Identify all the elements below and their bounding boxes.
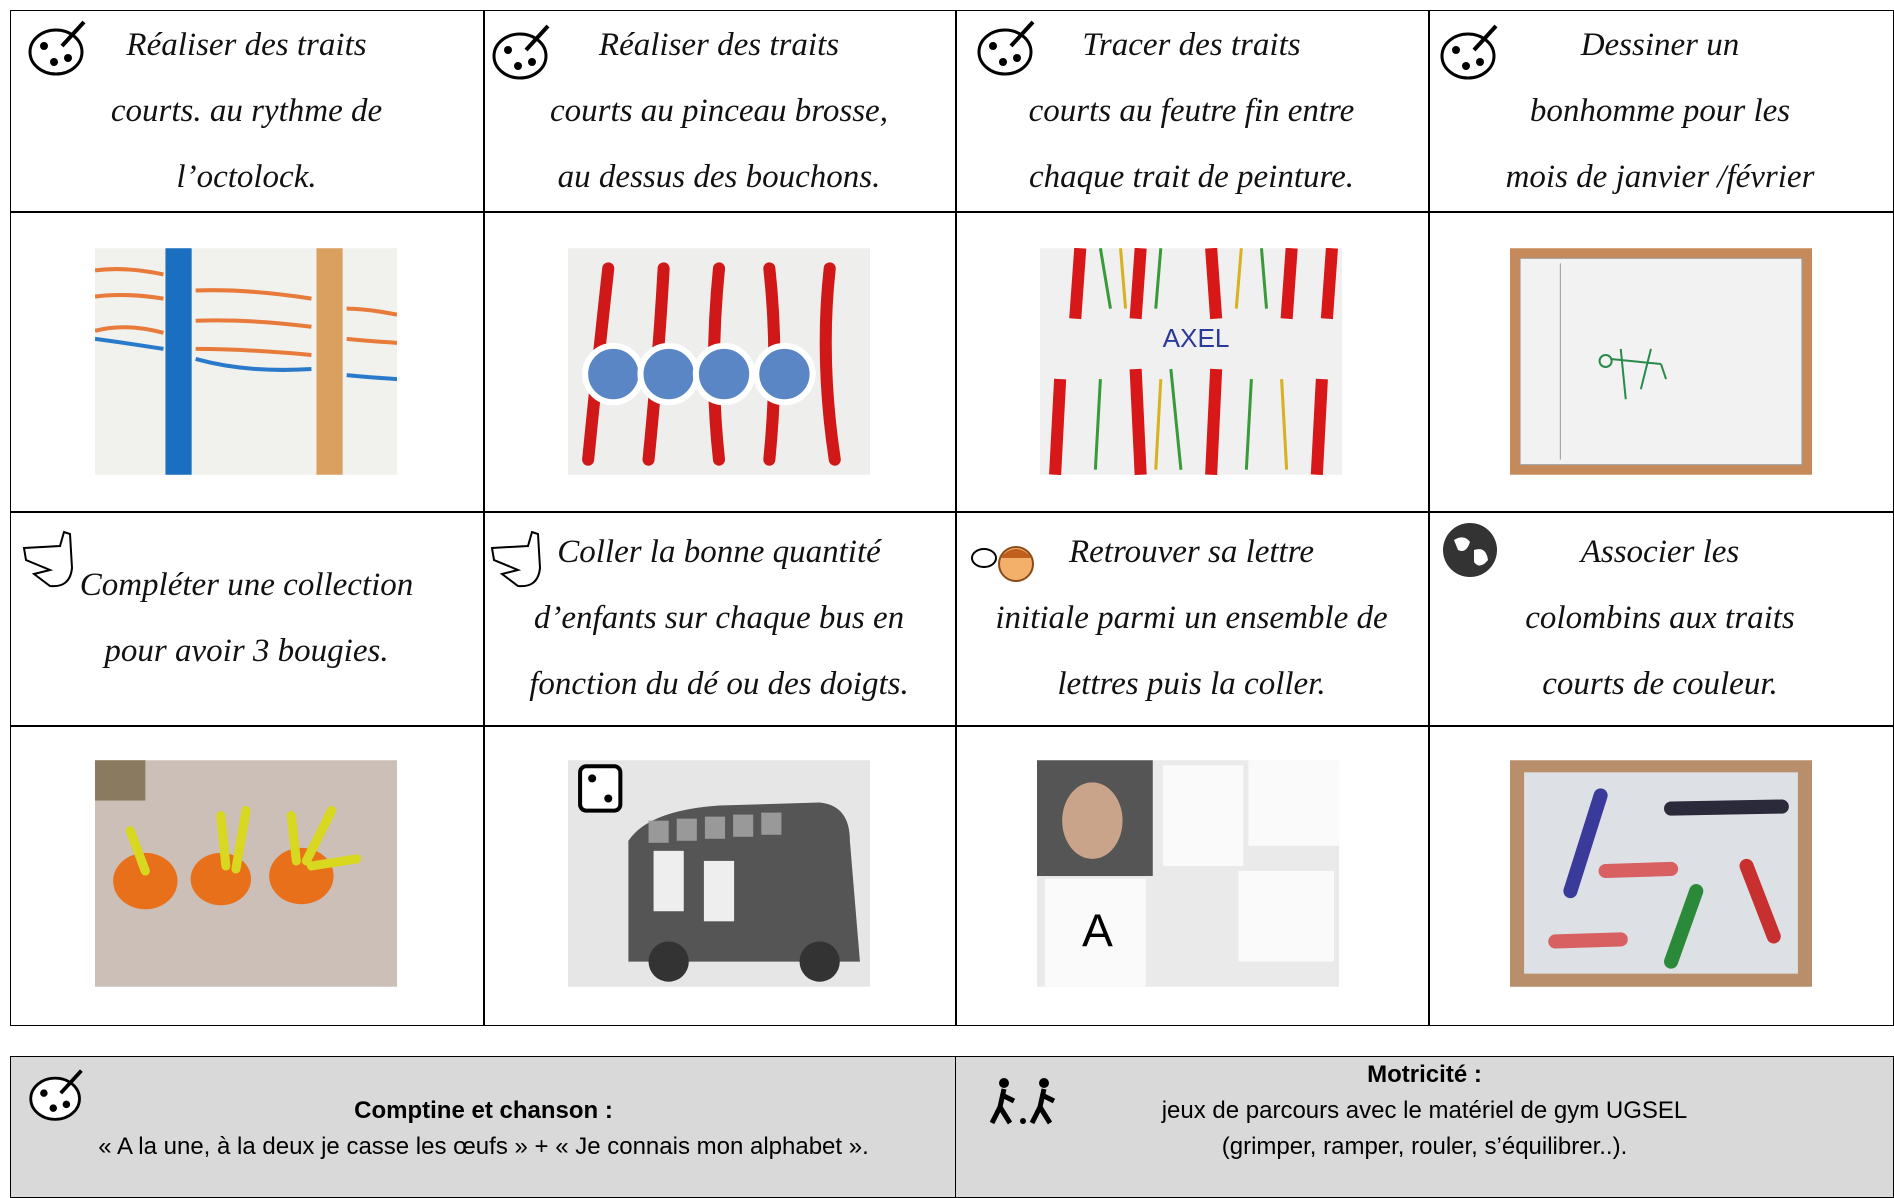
motor-icon xyxy=(989,1078,1056,1125)
footer-title: Comptine et chanson : xyxy=(354,1097,613,1124)
photo xyxy=(95,760,397,987)
footer-text: « A la une, à la deux je casse les œufs … xyxy=(98,1133,869,1160)
table-cell xyxy=(10,211,485,513)
text-line: Retrouver sa lettre xyxy=(1069,534,1314,570)
table-cell xyxy=(10,725,485,1026)
text-line: Coller la bonne quantité xyxy=(557,534,881,570)
text-line: Tracer des traits xyxy=(1082,26,1301,63)
footer-left: Comptine et chanson : « A la une, à la d… xyxy=(10,1056,956,1198)
text-line: Réaliser des traits xyxy=(598,26,840,63)
text-line: Compléter une collection xyxy=(79,567,414,603)
text-line: Réaliser des traits xyxy=(126,26,367,63)
table-cell xyxy=(10,511,485,727)
table-cell xyxy=(483,211,957,513)
activity-text: Tracer des traits courts au feutre fin en… xyxy=(955,10,1428,211)
text-line: lettres puis la coller. xyxy=(1057,666,1326,702)
activity-text: Dessiner un bonhomme pour les mois de janv… xyxy=(1428,10,1892,211)
photo: A xyxy=(1037,760,1339,987)
table-cell xyxy=(483,10,957,213)
photo-text: A xyxy=(1082,904,1113,956)
photo xyxy=(568,760,870,987)
text-line: mois de janvier /février xyxy=(1505,158,1815,195)
text-line: initiale parmi un ensemble de xyxy=(995,600,1388,636)
text-line: pour avoir 3 bougies. xyxy=(104,633,389,669)
palette-icon xyxy=(29,1069,83,1121)
photo xyxy=(95,248,397,475)
table-cell xyxy=(10,10,485,213)
text-line: bonhomme pour les xyxy=(1529,92,1791,129)
table-cell xyxy=(955,211,1430,513)
footer-line: (grimper, ramper, rouler, s’équilibrer..… xyxy=(1221,1133,1628,1160)
activity-text: Retrouver sa lettre initiale parmi un ens… xyxy=(955,511,1428,725)
photo xyxy=(568,248,870,475)
table-cell xyxy=(1428,211,1894,513)
table-cell xyxy=(483,725,957,1026)
text-line: courts. au rythme de xyxy=(110,92,383,129)
text-line: courts au pinceau brosse, xyxy=(550,92,888,129)
table-cell xyxy=(1428,10,1894,213)
footer-line: jeux de parcours avec le matériel de gym… xyxy=(1161,1097,1688,1124)
table-cell xyxy=(1428,511,1894,727)
hand-icon xyxy=(22,530,74,588)
globe-icon xyxy=(1443,523,1497,577)
text-line: Associer les xyxy=(1580,534,1740,570)
activity-text: Réaliser des traits courts. au rythme de l… xyxy=(10,10,483,211)
photo-text: AXEL xyxy=(1163,323,1230,353)
activity-text: Compléter une collection pour avoir 3 bou… xyxy=(10,511,483,725)
photo xyxy=(1510,760,1812,987)
hand-icon xyxy=(490,530,542,588)
activity-text: Réaliser des traits courts au pinceau bro… xyxy=(483,10,955,211)
text-line: chaque trait de peinture. xyxy=(1028,158,1355,195)
text-line: colombins aux traits xyxy=(1525,600,1795,636)
text-line: l’octolock. xyxy=(176,158,317,195)
footer-right: Motricité : jeux de parcours avec le mat… xyxy=(955,1056,1894,1198)
table-cell xyxy=(1428,725,1894,1026)
palette-icon xyxy=(492,24,550,80)
table-cell xyxy=(955,10,1430,213)
text-line: d’enfants sur chaque bus en xyxy=(533,600,905,636)
palette-icon xyxy=(977,20,1035,76)
table-cell xyxy=(955,725,1430,1026)
palette-icon xyxy=(1440,24,1498,80)
text-line: au dessus des bouchons. xyxy=(557,158,881,195)
footer-title: Motricité : xyxy=(1367,1061,1482,1088)
palette-icon xyxy=(28,20,86,76)
table-cell xyxy=(483,511,957,727)
photo: AXEL xyxy=(1040,248,1342,475)
face-icon xyxy=(971,546,1034,582)
text-line: Dessiner un xyxy=(1580,26,1740,63)
text-line: courts de couleur. xyxy=(1542,666,1778,702)
text-line: fonction du dé ou des doigts. xyxy=(529,666,909,702)
table-cell xyxy=(955,511,1430,727)
photo xyxy=(1510,248,1812,475)
activity-text: Coller la bonne quantité d’enfants sur ch… xyxy=(483,511,955,725)
activity-text: Associer les colombins aux traits courts d… xyxy=(1428,511,1892,725)
text-line: courts au feutre fin entre xyxy=(1028,92,1355,129)
